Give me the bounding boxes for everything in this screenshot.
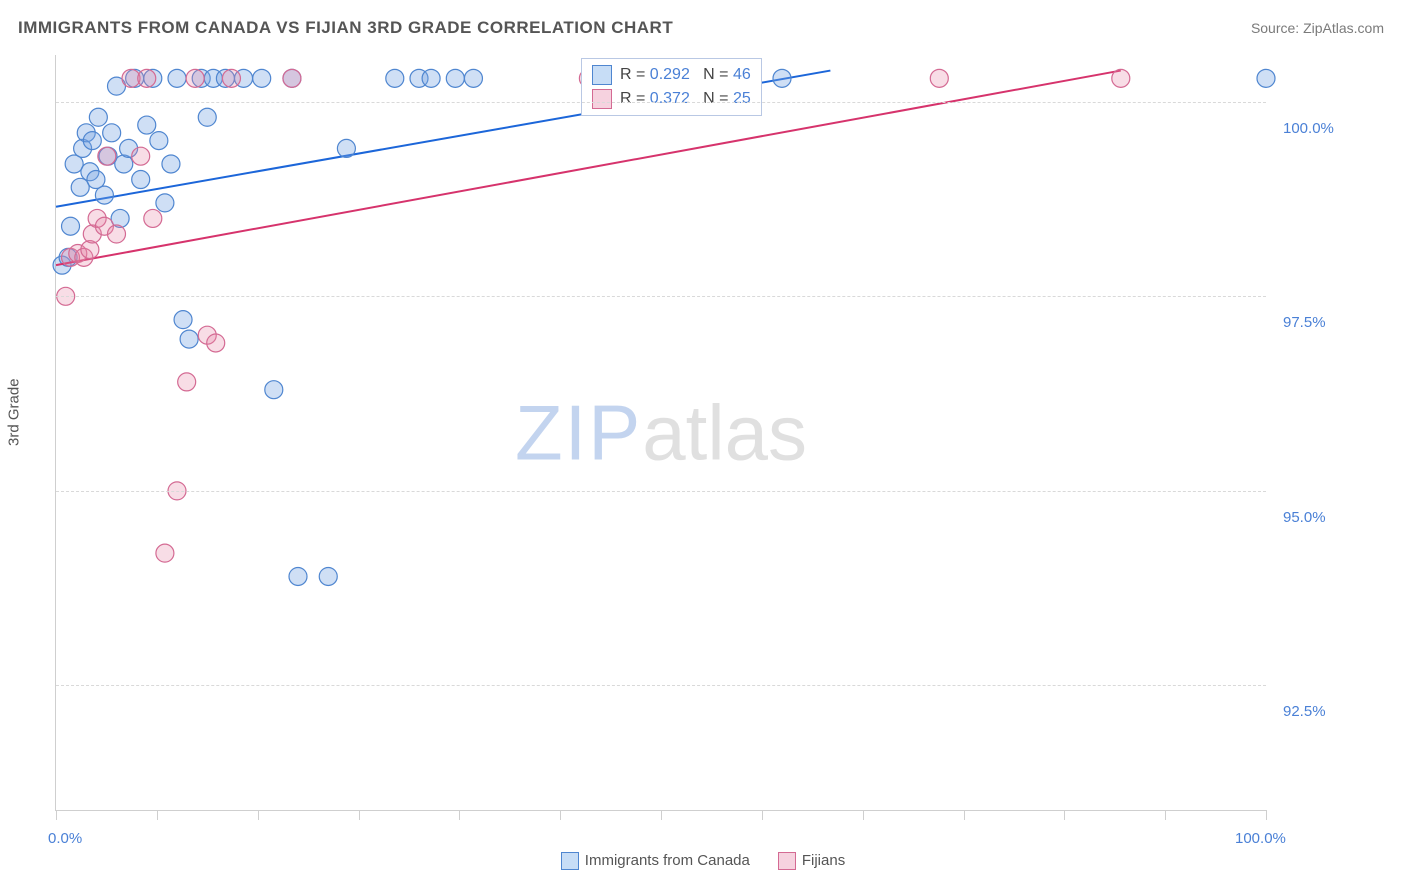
data-point [83,132,101,150]
legend-swatch [778,852,796,870]
data-point [386,69,404,87]
data-point [162,155,180,173]
data-point [150,132,168,150]
data-point [464,69,482,87]
y-tick-label: 95.0% [1283,509,1326,526]
data-point [1112,69,1130,87]
x-tick [1165,810,1166,820]
x-tick [560,810,561,820]
x-tick [359,810,360,820]
x-axis-max-label: 100.0% [1235,830,1286,847]
data-point [89,108,107,126]
r-value: 0.372 [650,90,690,107]
x-tick [1064,810,1065,820]
data-point [319,567,337,585]
data-point [156,544,174,562]
n-value: 25 [733,90,751,107]
plot-svg [56,55,1266,810]
x-tick [762,810,763,820]
data-point [108,225,126,243]
x-tick [459,810,460,820]
data-point [289,567,307,585]
data-point [180,330,198,348]
data-point [198,108,216,126]
data-point [132,171,150,189]
legend: Immigrants from Canada Fijians [0,852,1406,870]
data-point [144,209,162,227]
gridline [56,491,1266,492]
data-point [95,186,113,204]
x-tick [661,810,662,820]
data-point [773,69,791,87]
x-tick [964,810,965,820]
data-point [930,69,948,87]
data-point [222,69,240,87]
x-tick [258,810,259,820]
correlation-stats-box: R = 0.292 N = 46R = 0.372 N = 25 [581,58,762,116]
stats-row: R = 0.292 N = 46 [592,63,751,87]
y-tick-label: 97.5% [1283,314,1326,331]
legend-label: Fijians [802,852,845,869]
data-point [103,124,121,142]
chart-title: IMMIGRANTS FROM CANADA VS FIJIAN 3RD GRA… [18,18,673,38]
data-point [178,373,196,391]
data-point [62,217,80,235]
y-axis-title: 3rd Grade [6,378,23,446]
n-value: 46 [733,66,751,83]
data-point [138,69,156,87]
legend-label: Immigrants from Canada [585,852,750,869]
y-tick-label: 100.0% [1283,120,1334,137]
data-point [98,147,116,165]
data-point [337,139,355,157]
x-tick [56,810,57,820]
gridline [56,296,1266,297]
stat-label: R = [620,66,650,83]
x-tick [157,810,158,820]
data-point [1257,69,1275,87]
source-label: Source: ZipAtlas.com [1251,20,1384,36]
x-tick [863,810,864,820]
data-point [186,69,204,87]
legend-item: Fijians [778,852,845,870]
y-tick-label: 92.5% [1283,703,1326,720]
legend-item: Immigrants from Canada [561,852,750,870]
x-tick [1266,810,1267,820]
data-point [168,69,186,87]
data-point [446,69,464,87]
data-point [253,69,271,87]
r-value: 0.292 [650,66,690,83]
series-swatch [592,89,612,109]
stat-label: R = [620,90,650,107]
stat-label: N = [690,90,733,107]
data-point [265,381,283,399]
data-point [156,194,174,212]
gridline [56,685,1266,686]
stats-row: R = 0.372 N = 25 [592,87,751,111]
gridline [56,102,1266,103]
data-point [174,311,192,329]
plot-area: ZIPatlas R = 0.292 N = 46R = 0.372 N = 2… [55,55,1266,811]
x-axis-min-label: 0.0% [48,830,82,847]
data-point [132,147,150,165]
data-point [138,116,156,134]
data-point [283,69,301,87]
legend-swatch [561,852,579,870]
data-point [422,69,440,87]
series-swatch [592,65,612,85]
data-point [207,334,225,352]
stat-label: N = [690,66,733,83]
